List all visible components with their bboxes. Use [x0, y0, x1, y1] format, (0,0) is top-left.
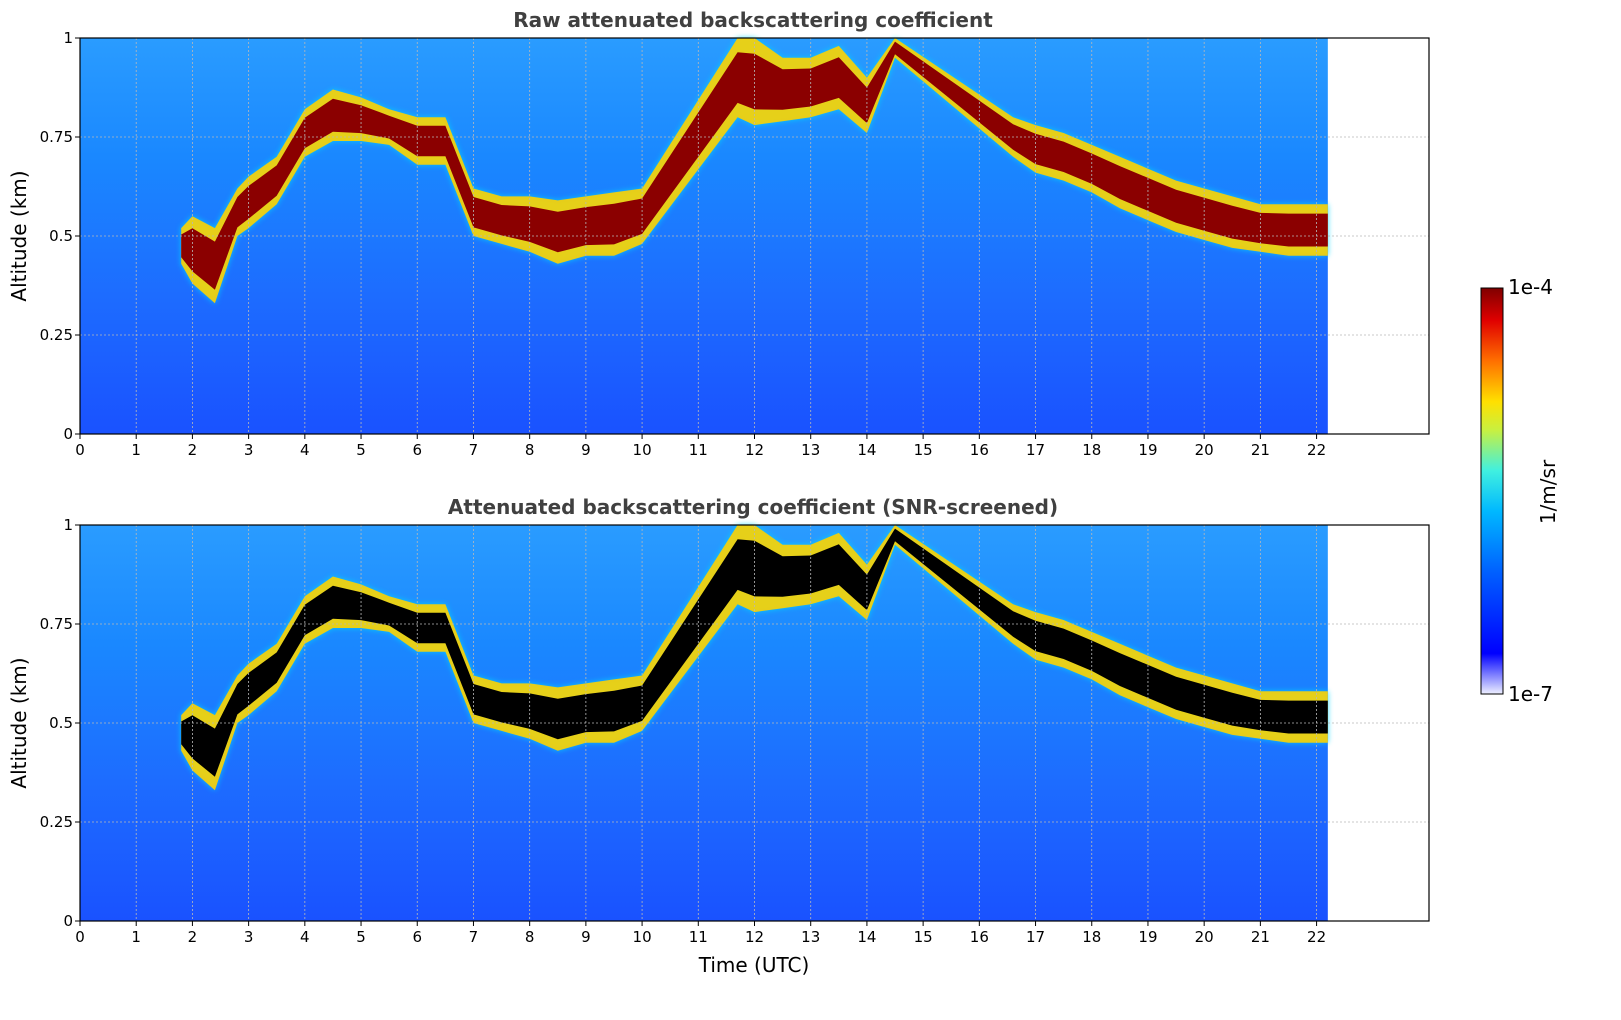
y-tick-label: 0.25 — [40, 326, 73, 344]
x-axis-ticks: 0 1 2 3 4 5 6 7 8 9 10 11 12 13 14 15 16 17 18 19 20 21 22 — [75, 921, 1326, 946]
x-tick-label: 12 — [745, 928, 764, 946]
y-tick-label: 0.25 — [40, 813, 73, 831]
x-tick-label: 17 — [1026, 928, 1045, 946]
y-tick-label: 0 — [63, 425, 73, 443]
x-tick-label: 20 — [1195, 441, 1214, 459]
colorbar-gradient — [1480, 287, 1504, 695]
y-tick-label: 0.5 — [49, 714, 73, 732]
x-tick-label: 9 — [581, 441, 591, 459]
y-tick-label: 1 — [63, 29, 73, 47]
y-tick-label: 0 — [63, 912, 73, 930]
colorbar-unit-label: 1/m/sr — [1536, 459, 1560, 524]
x-tick-label: 10 — [633, 441, 652, 459]
x-tick-label: 2 — [188, 441, 198, 459]
x-tick-label: 1 — [131, 928, 141, 946]
colorbar: 1e-4 1e-7 1/m/sr — [1480, 275, 1560, 706]
y-axis-label: Altitude (km) — [7, 170, 31, 301]
x-tick-label: 3 — [244, 928, 254, 946]
x-tick-label: 18 — [1082, 928, 1101, 946]
x-tick-label: 21 — [1251, 441, 1270, 459]
y-tick-label: 0.75 — [40, 128, 73, 146]
x-tick-label: 5 — [356, 928, 366, 946]
x-tick-label: 3 — [244, 441, 254, 459]
x-tick-label: 2 — [188, 928, 198, 946]
x-tick-label: 14 — [857, 441, 876, 459]
x-tick-label: 16 — [970, 441, 989, 459]
y-axis-label: Altitude (km) — [7, 657, 31, 788]
colorbar-min-label: 1e-7 — [1508, 682, 1553, 706]
x-tick-label: 6 — [412, 928, 422, 946]
y-tick-label: 0.75 — [40, 615, 73, 633]
x-tick-label: 6 — [412, 441, 422, 459]
x-tick-label: 0 — [75, 928, 85, 946]
x-tick-label: 0 — [75, 441, 85, 459]
panel-title: Attenuated backscattering coefficient (S… — [448, 495, 1058, 519]
x-tick-label: 4 — [300, 441, 310, 459]
x-axis-ticks: 0 1 2 3 4 5 6 7 8 9 10 11 12 13 14 15 16 17 18 19 20 21 22 — [75, 434, 1326, 459]
x-tick-label: 8 — [525, 441, 535, 459]
x-tick-label: 13 — [801, 441, 820, 459]
x-tick-label: 22 — [1307, 928, 1326, 946]
x-axis-label: Time (UTC) — [698, 953, 810, 977]
x-tick-label: 19 — [1138, 928, 1157, 946]
x-tick-label: 4 — [300, 928, 310, 946]
x-tick-label: 15 — [914, 441, 933, 459]
x-tick-label: 22 — [1307, 441, 1326, 459]
heatmap-area — [80, 525, 1328, 921]
x-tick-label: 11 — [689, 928, 708, 946]
x-tick-label: 8 — [525, 928, 535, 946]
x-tick-label: 13 — [801, 928, 820, 946]
x-tick-label: 19 — [1138, 441, 1157, 459]
x-tick-label: 14 — [857, 928, 876, 946]
x-tick-label: 17 — [1026, 441, 1045, 459]
grid-lines — [80, 38, 1429, 434]
y-axis-ticks: 0 0.25 0.5 0.75 1 — [40, 516, 80, 930]
x-tick-label: 9 — [581, 928, 591, 946]
panel-title: Raw attenuated backscattering coefficien… — [513, 8, 993, 32]
x-tick-label: 7 — [469, 441, 479, 459]
x-tick-label: 7 — [469, 928, 479, 946]
y-tick-label: 1 — [63, 516, 73, 534]
x-tick-label: 10 — [633, 928, 652, 946]
x-tick-label: 15 — [914, 928, 933, 946]
x-tick-label: 11 — [689, 441, 708, 459]
x-tick-label: 21 — [1251, 928, 1270, 946]
x-tick-label: 1 — [131, 441, 141, 459]
raw-backscatter-panel: Raw attenuated backscattering coefficien… — [7, 8, 1430, 459]
x-tick-label: 16 — [970, 928, 989, 946]
x-tick-label: 12 — [745, 441, 764, 459]
snr-screened-panel: Attenuated backscattering coefficient (S… — [7, 495, 1430, 977]
x-tick-label: 20 — [1195, 928, 1214, 946]
x-tick-label: 5 — [356, 441, 366, 459]
y-axis-ticks: 0 0.25 0.5 0.75 1 — [40, 29, 80, 443]
y-tick-label: 0.5 — [49, 227, 73, 245]
x-tick-label: 18 — [1082, 441, 1101, 459]
grid-lines — [80, 525, 1429, 921]
colorbar-max-label: 1e-4 — [1508, 275, 1553, 299]
